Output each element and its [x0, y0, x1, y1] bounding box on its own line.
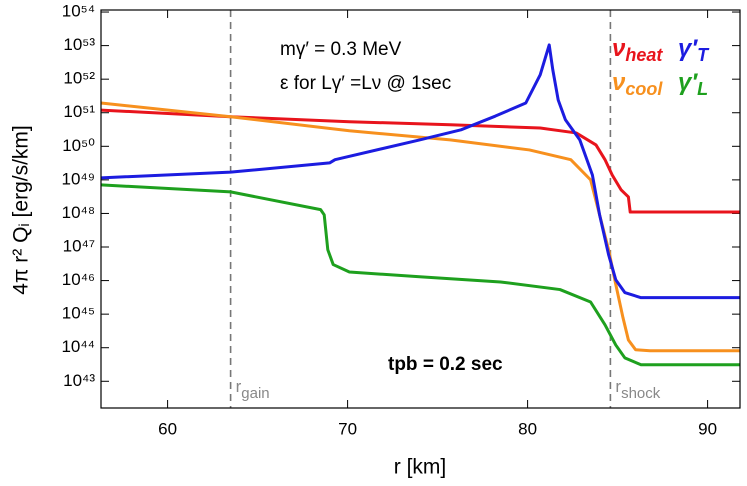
- plot-frame: [100, 9, 741, 409]
- y-tick-label: 10⁵⁰: [62, 136, 95, 155]
- series-line: [100, 43, 740, 300]
- series-line: [100, 183, 740, 367]
- x-tick-label: 70: [338, 419, 357, 438]
- y-tick-label: 10⁴⁷: [63, 236, 95, 255]
- y-tick-label: 10⁵³: [63, 35, 95, 54]
- y-tick-label: 10⁴⁶: [62, 270, 95, 289]
- annotation: mγ′ = 0.3 MeV: [280, 39, 402, 60]
- legend-entry: νheat: [612, 35, 663, 64]
- legend-entry: γ′T: [678, 35, 710, 64]
- legend-entry: νcool: [612, 69, 663, 98]
- y-tick-label: 10⁴⁹: [62, 169, 96, 188]
- legend-entry: γ′L: [678, 69, 708, 98]
- x-tick-label: 90: [698, 419, 717, 438]
- y-tick-label: 10⁴³: [63, 371, 95, 390]
- marker-label: rgain: [236, 377, 270, 401]
- series-line: [100, 108, 740, 214]
- y-tick-label: 10⁴⁵: [62, 304, 95, 323]
- x-axis-label: r [km]: [394, 456, 447, 479]
- annotation: ε for Lγ′ =Lν @ 1sec: [280, 73, 451, 94]
- y-tick-label: 10⁴⁸: [62, 203, 95, 222]
- x-tick-label: 80: [518, 419, 537, 438]
- annotation: tpb = 0.2 sec: [388, 354, 503, 375]
- y-tick-label: 10⁵¹: [63, 102, 95, 121]
- y-tick-label: 10⁵⁴: [62, 2, 95, 21]
- y-axis-label: 4π r² Qᵢ [erg/s/km]: [10, 125, 33, 294]
- y-tick-label: 10⁴⁴: [61, 337, 95, 356]
- marker-label: rshock: [615, 377, 660, 401]
- y-tick-label: 10⁵²: [63, 69, 95, 88]
- x-tick-label: 60: [158, 419, 177, 438]
